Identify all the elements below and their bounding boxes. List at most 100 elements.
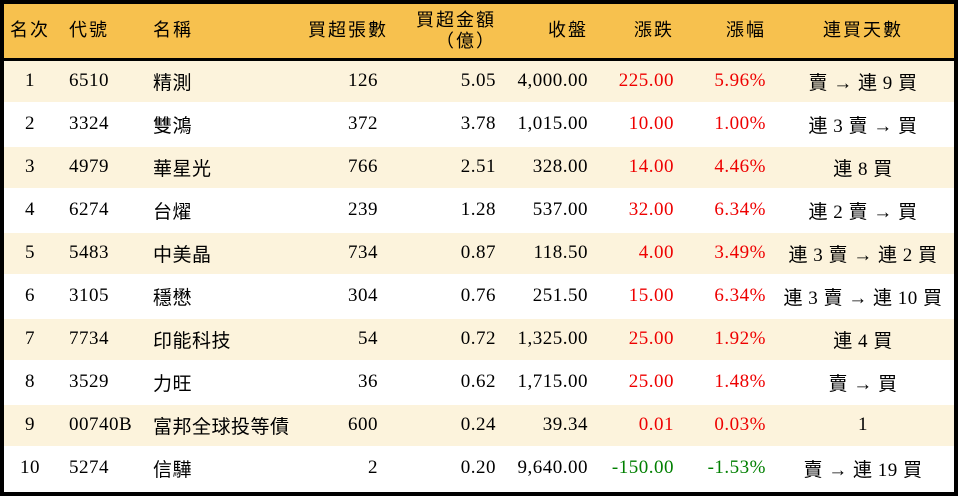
cell-streak: 連 3 賣 → 買 <box>772 101 954 146</box>
cell-streak: 連 3 賣 → 連 2 買 <box>772 230 954 275</box>
cell-change_pct: 3.49% <box>682 230 772 275</box>
table-row: 7 7734 印能科技 54 0.72 1,325.00 25.00 1.92% 連 4 買 <box>4 316 954 361</box>
table-row: 4 6274 台燿 239 1.28 537.00 32.00 6.34% 連 2 賣 → 買 <box>4 187 954 232</box>
cell-code: 3324 <box>56 101 140 146</box>
cell-streak: 連 8 買 <box>772 144 954 189</box>
cell-name: 雙鴻 <box>140 101 308 146</box>
cell-volume: 36 <box>308 359 388 404</box>
cell-change: 225.00 <box>618 70 674 91</box>
cell-name: 信驊 <box>140 445 308 489</box>
cell-volume: 734 <box>308 230 388 275</box>
cell-streak: 1 <box>772 402 954 447</box>
cell-close: 39.34 <box>506 402 598 447</box>
cell-close: 537.00 <box>506 187 598 232</box>
cell-change: 14.00 <box>598 144 682 189</box>
cell-code: 7734 <box>56 316 140 361</box>
cell-change: 25.00 <box>598 359 682 404</box>
cell-change_pct: 1.48% <box>682 359 772 404</box>
cell-close: 1,715.00 <box>506 359 598 404</box>
cell-change_pct: 1.00% <box>682 101 772 146</box>
cell-change: 10.00 <box>598 101 682 146</box>
cell-volume: 304 <box>308 273 388 318</box>
cell-amount: 0.62 <box>388 359 506 404</box>
cell-close: 9,640.00 <box>506 445 598 489</box>
cell-amount: 0.20 <box>388 445 506 489</box>
cell-rank: 4 <box>4 187 56 232</box>
cell-change: 32.00 <box>598 187 682 232</box>
col-header-rank: 名次 <box>4 4 56 59</box>
col-header-streak: 連買天數 <box>772 4 954 59</box>
cell-volume: 372 <box>308 101 388 146</box>
table-row: 10 5274 信驊 2 0.20 9,640.00 -150.00 -1.53% 賣 → 連 … <box>4 445 954 489</box>
col-header-label: 連買天數 <box>823 20 903 41</box>
col-header-label: 買超金額 <box>416 9 496 30</box>
cell-volume: 600 <box>308 402 388 447</box>
table-row: 6 3105 穩懋 304 0.76 251.50 15.00 6.34% 連 3 賣 → 連 … <box>4 273 954 318</box>
cell-rank: 7 <box>4 316 56 361</box>
cell-amount: 3.78 <box>388 101 506 146</box>
cell-volume: 2 <box>308 445 388 489</box>
cell-close: 4,000.00 <box>517 70 588 91</box>
cell-rank: 2 <box>4 101 56 146</box>
cell-rank: 6 <box>4 273 56 318</box>
cell-change_pct: -1.53% <box>682 445 772 489</box>
col-header-volume: 買超張數 <box>308 4 388 59</box>
cell-rank: 5 <box>4 230 56 275</box>
cell-rank: 10 <box>4 445 56 489</box>
cell-amount: 0.24 <box>388 402 506 447</box>
cell-code: 00740B <box>56 402 140 447</box>
cell-volume: 239 <box>308 187 388 232</box>
cell-name: 華星光 <box>140 144 308 189</box>
cell-streak: 賣 → 買 <box>772 359 954 404</box>
cell-name: 富邦全球投等債 <box>140 402 308 447</box>
table-row: 3 4979 華星光 766 2.51 328.00 14.00 4.46% 連 8 買 <box>4 144 954 189</box>
cell-close: 118.50 <box>506 230 598 275</box>
header-row: 名次 代號 名稱 買超張數 買超金額 （億） 收盤 漲跌 漲幅 連買天數 <box>4 4 954 59</box>
cell-name: 精測 <box>153 72 193 94</box>
cell-close: 1,015.00 <box>506 101 598 146</box>
cell-change_pct: 6.34% <box>682 187 772 232</box>
cell-change: 25.00 <box>598 316 682 361</box>
cell-change: 4.00 <box>598 230 682 275</box>
cell-streak: 連 4 買 <box>772 316 954 361</box>
col-header-close: 收盤 <box>506 4 598 59</box>
cell-streak: 賣 → 連 9 買 <box>808 72 918 94</box>
cell-streak: 連 3 賣 → 連 10 買 <box>772 273 954 318</box>
col-header-label: 買超張數 <box>308 20 388 41</box>
cell-code: 6274 <box>56 187 140 232</box>
cell-code: 5483 <box>56 230 140 275</box>
cell-amount: 0.87 <box>388 230 506 275</box>
cell-volume: 126 <box>348 70 378 91</box>
table-row: 5 5483 中美晶 734 0.87 118.50 4.00 3.49% 連 3 賣 → 連 … <box>4 230 954 275</box>
cell-name: 穩懋 <box>140 273 308 318</box>
cell-rank: 8 <box>4 359 56 404</box>
cell-volume: 54 <box>308 316 388 361</box>
cell-name: 中美晶 <box>140 230 308 275</box>
stock-net-buy-table: 名次 代號 名稱 買超張數 買超金額 （億） 收盤 漲跌 漲幅 連買天數 1 6510 精測 126 5.… <box>4 4 954 489</box>
cell-code: 3105 <box>56 273 140 318</box>
table-body: 1 6510 精測 126 5.05 4,000.00 225.00 5.96% 賣 → 連 9… <box>4 59 954 489</box>
cell-change_pct: 1.92% <box>682 316 772 361</box>
cell-volume: 766 <box>308 144 388 189</box>
cell-rank: 1 <box>25 70 35 91</box>
cell-rank: 9 <box>4 402 56 447</box>
cell-close: 328.00 <box>506 144 598 189</box>
cell-code: 6510 <box>69 70 109 91</box>
cell-streak: 賣 → 連 19 買 <box>772 445 954 489</box>
col-header-change_pct: 漲幅 <box>682 4 772 59</box>
cell-close: 251.50 <box>506 273 598 318</box>
table-row: 9 00740B 富邦全球投等債 600 0.24 39.34 0.01 0.03% 1 <box>4 402 954 447</box>
cell-name: 印能科技 <box>140 316 308 361</box>
cell-amount: 2.51 <box>388 144 506 189</box>
cell-change_pct: 5.96% <box>714 70 766 91</box>
cell-code: 5274 <box>56 445 140 489</box>
col-header-label: 收盤 <box>548 20 588 41</box>
cell-amount: 0.76 <box>388 273 506 318</box>
col-header-label: 名稱 <box>153 20 193 41</box>
col-header-sublabel: （億） <box>436 30 496 51</box>
cell-change_pct: 0.03% <box>682 402 772 447</box>
cell-amount: 0.72 <box>388 316 506 361</box>
cell-change_pct: 4.46% <box>682 144 772 189</box>
cell-code: 3529 <box>56 359 140 404</box>
